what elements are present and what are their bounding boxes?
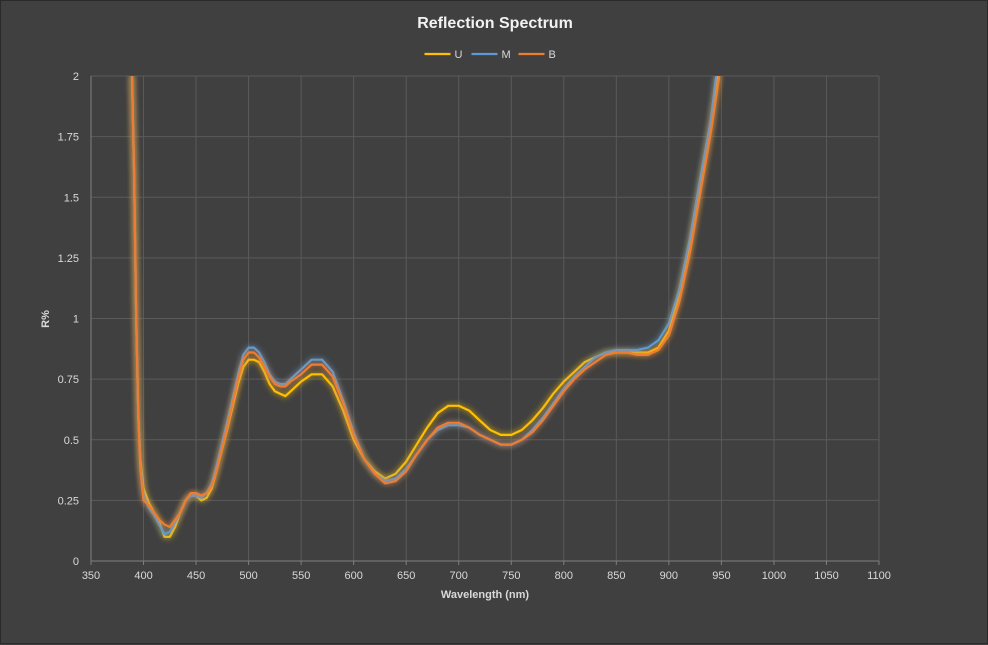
series-line-m xyxy=(130,76,718,536)
chart-title: Reflection Spectrum xyxy=(417,15,573,32)
y-axis-label: R% xyxy=(40,310,52,328)
y-tick-label: 0 xyxy=(73,556,79,568)
x-tick-label: 600 xyxy=(344,570,362,582)
legend-label-u: U xyxy=(455,49,463,61)
y-tick-label: 0.5 xyxy=(64,435,79,447)
y-tick-label: 1 xyxy=(73,314,79,326)
x-tick-label: 1100 xyxy=(867,570,891,582)
x-tick-label: 450 xyxy=(187,570,205,582)
x-tick-label: 700 xyxy=(450,570,468,582)
legend-label-m: M xyxy=(502,49,511,61)
axes: 350 400 450 500 550 600 650 700 750 800 850 900 950 1… xyxy=(58,71,891,582)
x-tick-label: 950 xyxy=(712,570,730,582)
y-tick-label: 2 xyxy=(73,71,79,83)
y-tick-label: 1.25 xyxy=(58,253,79,265)
x-tick-label: 350 xyxy=(82,570,100,582)
gridlines xyxy=(91,75,880,561)
x-tick-label: 500 xyxy=(239,570,257,582)
x-tick-label: 400 xyxy=(134,570,152,582)
series-line-u xyxy=(130,76,720,538)
x-tick-label: 900 xyxy=(660,570,678,582)
y-tick-label: 0.75 xyxy=(58,374,79,386)
x-tick-label: 850 xyxy=(607,570,625,582)
x-tick-label: 650 xyxy=(397,570,415,582)
series-line-b xyxy=(130,76,721,529)
x-axis-label: Wavelength (nm) xyxy=(441,589,530,601)
series-lines xyxy=(130,76,721,538)
y-tick-label: 1.5 xyxy=(64,192,79,204)
x-tick-label: 800 xyxy=(555,570,573,582)
x-tick-label: 750 xyxy=(502,570,520,582)
y-tick-label: 1.75 xyxy=(58,132,79,144)
x-tick-label: 550 xyxy=(292,570,310,582)
y-tick-label: 0.25 xyxy=(58,495,79,507)
legend-label-b: B xyxy=(549,49,556,61)
x-tick-label: 1050 xyxy=(814,570,838,582)
x-tick-label: 1000 xyxy=(762,570,786,582)
